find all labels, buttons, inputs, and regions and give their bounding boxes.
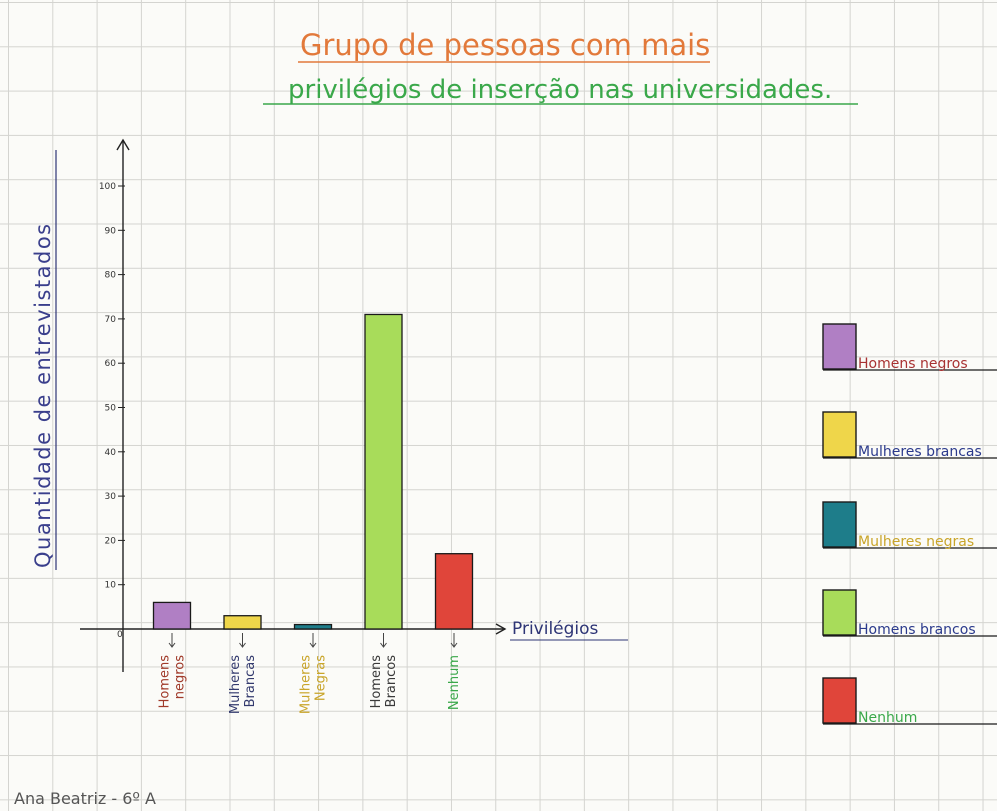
y-tick-label: 60	[105, 359, 117, 369]
category-label: Homens	[369, 655, 384, 709]
category-arrow	[309, 633, 317, 648]
y-tick-label: 20	[105, 536, 117, 546]
category-label: Negras	[314, 655, 329, 701]
category-label: Mulheres	[299, 655, 314, 714]
category-label: Brancos	[384, 655, 399, 708]
y-axis-label: Quantidade de entrevistados	[31, 222, 55, 568]
legend-swatch	[822, 501, 857, 548]
category-arrow	[168, 633, 176, 648]
legend-label: Homens negros	[858, 356, 968, 372]
title-line-2: privilégios de inserção nas universidade…	[288, 75, 832, 105]
y-tick-label: 40	[105, 448, 117, 458]
signature: Ana Beatriz - 6º A	[14, 789, 156, 808]
y-tick-label: 10	[105, 581, 117, 591]
y-tick-label: 30	[105, 492, 117, 502]
y-tick-label: 70	[105, 315, 117, 325]
legend-swatch	[822, 589, 857, 636]
axes: Privilégios 0 10 20 30 40 50 60 70 80 90 100	[80, 138, 628, 672]
category-label: Nenhum	[447, 655, 462, 710]
x-axis-arrow	[495, 623, 507, 635]
category-label: Mulheres	[228, 655, 243, 714]
category-label: Homens	[158, 655, 173, 709]
legend-label: Mulheres negras	[858, 534, 974, 550]
legend-label: Mulheres brancas	[858, 444, 982, 460]
legend-swatch	[822, 323, 857, 370]
legend-swatch	[822, 411, 857, 458]
legend-label: Homens brancos	[858, 622, 976, 638]
bar	[293, 623, 333, 630]
category-arrow	[239, 633, 246, 648]
category-labels: Homens negros Mulheres Brancas Mulheres Negra…	[158, 633, 462, 714]
y-tick-label: 80	[105, 271, 117, 281]
legend-label: Nenhum	[858, 710, 917, 726]
chart-title: Grupo de pessoas com mais privilégios de…	[263, 28, 858, 105]
bars	[152, 313, 474, 630]
title-line-1: Grupo de pessoas com mais	[300, 28, 710, 62]
bar	[223, 615, 262, 630]
category-label: negros	[173, 655, 188, 700]
y-axis-arrow	[116, 138, 130, 151]
legend: Homens negros Mulheres brancas Mulheres ne…	[822, 323, 997, 726]
origin-label: 0	[117, 630, 123, 640]
category-arrow	[380, 633, 387, 648]
legend-swatch	[822, 677, 857, 724]
y-tick-label: 90	[105, 226, 117, 236]
category-arrow	[450, 633, 458, 648]
y-tick-label: 100	[99, 182, 116, 192]
bar	[434, 553, 474, 630]
category-label: Brancas	[243, 655, 258, 708]
x-axis-label: Privilégios	[512, 619, 599, 639]
y-tick-label: 50	[105, 404, 117, 414]
bar	[152, 601, 192, 630]
bar	[364, 313, 403, 630]
